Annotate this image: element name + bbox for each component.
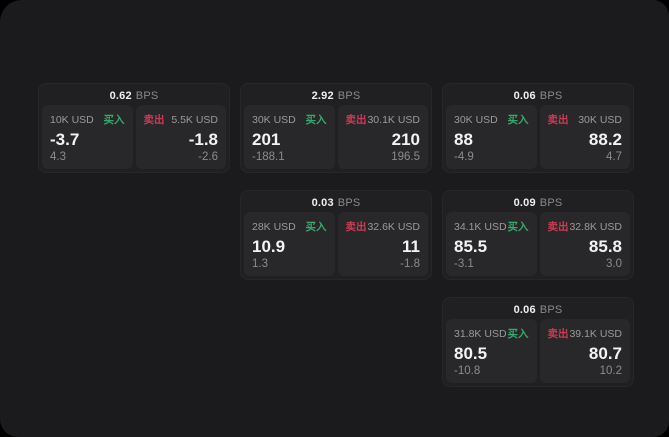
buy-delta: -3.1 (454, 258, 474, 270)
buy-delta: -4.9 (454, 151, 474, 163)
buy-delta: 4.3 (50, 151, 66, 163)
buy-side-label: 买入 (305, 221, 327, 233)
buy-amount: 30K USD (454, 113, 498, 126)
quote-sides: 30K USD 买入 88 -4.9 卖出 30K USD 88.2 4.7 (446, 105, 630, 169)
card-header: 2.92 BPS (244, 87, 428, 105)
sell-panel[interactable]: 卖出 5.5K USD -1.8 -2.6 (135, 105, 226, 169)
buy-side-label: 买入 (507, 328, 529, 340)
bps-value: 0.62 (109, 90, 132, 102)
quote-card[interactable]: 0.09 BPS 34.1K USD 买入 85.5 -3.1 卖出 32.8K… (442, 190, 634, 280)
sell-amount: 32.8K USD (569, 220, 622, 233)
buy-delta: -10.8 (454, 365, 481, 377)
sell-price: 210 (391, 129, 420, 149)
buy-panel[interactable]: 10K USD 买入 -3.7 4.3 (42, 105, 133, 169)
quote-card[interactable]: 0.03 BPS 28K USD 买入 10.9 1.3 卖出 32.6K US… (240, 190, 432, 280)
sell-side-label: 卖出 (345, 221, 367, 233)
quote-sides: 28K USD 买入 10.9 1.3 卖出 32.6K USD 11 -1.8 (244, 212, 428, 276)
sell-side-label: 卖出 (143, 114, 165, 126)
buy-price: 85.5 (454, 236, 488, 256)
sell-delta: -2.6 (198, 151, 218, 163)
card-header: 0.62 BPS (42, 87, 226, 105)
bps-unit-label: BPS (135, 90, 159, 102)
bps-unit-label: BPS (539, 90, 563, 102)
bps-unit-label: BPS (337, 90, 361, 102)
buy-delta: -188.1 (252, 151, 285, 163)
sell-price: 85.8 (588, 236, 622, 256)
buy-panel[interactable]: 31.8K USD 买入 80.5 -10.8 (446, 319, 537, 383)
bps-value: 0.03 (311, 197, 334, 209)
sell-side-label: 卖出 (547, 221, 569, 233)
sell-side-label: 卖出 (345, 114, 367, 126)
buy-price: 80.5 (454, 343, 488, 363)
sell-delta: 196.5 (391, 151, 420, 163)
buy-price: 10.9 (252, 236, 286, 256)
sell-amount: 30K USD (578, 113, 622, 126)
buy-amount: 10K USD (50, 113, 94, 126)
quote-card[interactable]: 0.06 BPS 30K USD 买入 88 -4.9 卖出 30K USD (442, 83, 634, 173)
quote-cards-grid: 0.62 BPS 10K USD 买入 -3.7 4.3 卖出 5.5K USD (38, 83, 634, 387)
sell-amount: 5.5K USD (171, 113, 218, 126)
sell-panel[interactable]: 卖出 32.6K USD 11 -1.8 (337, 212, 428, 276)
buy-panel[interactable]: 30K USD 买入 88 -4.9 (446, 105, 537, 169)
card-header: 0.06 BPS (446, 87, 630, 105)
sell-delta: 3.0 (606, 258, 622, 270)
quote-card[interactable]: 2.92 BPS 30K USD 买入 201 -188.1 卖出 30.1K … (240, 83, 432, 173)
quote-sides: 34.1K USD 买入 85.5 -3.1 卖出 32.8K USD 85.8… (446, 212, 630, 276)
quote-sides: 10K USD 买入 -3.7 4.3 卖出 5.5K USD -1.8 -2.… (42, 105, 226, 169)
sell-price: -1.8 (188, 129, 218, 149)
buy-delta: 1.3 (252, 258, 268, 270)
bps-unit-label: BPS (337, 197, 361, 209)
sell-panel[interactable]: 卖出 30K USD 88.2 4.7 (539, 105, 630, 169)
bps-value: 2.92 (311, 90, 334, 102)
bps-value: 0.06 (513, 90, 536, 102)
buy-price: 88 (454, 129, 473, 149)
buy-panel[interactable]: 30K USD 买入 201 -188.1 (244, 105, 335, 169)
sell-side-label: 卖出 (547, 114, 569, 126)
buy-amount: 28K USD (252, 220, 296, 233)
sell-side-label: 卖出 (547, 328, 569, 340)
card-header: 0.09 BPS (446, 194, 630, 212)
buy-side-label: 买入 (305, 114, 327, 126)
sell-amount: 39.1K USD (569, 327, 622, 340)
buy-side-label: 买入 (507, 221, 529, 233)
sell-delta: 4.7 (606, 151, 622, 163)
quote-sides: 31.8K USD 买入 80.5 -10.8 卖出 39.1K USD 80.… (446, 319, 630, 383)
buy-side-label: 买入 (507, 114, 529, 126)
buy-amount: 31.8K USD (454, 327, 507, 340)
sell-amount: 32.6K USD (367, 220, 420, 233)
buy-panel[interactable]: 34.1K USD 买入 85.5 -3.1 (446, 212, 537, 276)
buy-amount: 34.1K USD (454, 220, 507, 233)
quote-card[interactable]: 0.62 BPS 10K USD 买入 -3.7 4.3 卖出 5.5K USD (38, 83, 230, 173)
quote-sides: 30K USD 买入 201 -188.1 卖出 30.1K USD 210 1… (244, 105, 428, 169)
sell-price: 88.2 (588, 129, 622, 149)
sell-price: 11 (402, 236, 420, 256)
buy-side-label: 买入 (103, 114, 125, 126)
bps-value: 0.06 (513, 304, 536, 316)
sell-delta: -1.8 (400, 258, 420, 270)
sell-amount: 30.1K USD (367, 113, 420, 126)
buy-price: 201 (252, 129, 281, 149)
bps-unit-label: BPS (539, 304, 563, 316)
buy-panel[interactable]: 28K USD 买入 10.9 1.3 (244, 212, 335, 276)
card-header: 0.03 BPS (244, 194, 428, 212)
bps-value: 0.09 (513, 197, 536, 209)
buy-amount: 30K USD (252, 113, 296, 126)
bps-unit-label: BPS (539, 197, 563, 209)
sell-price: 80.7 (588, 343, 622, 363)
buy-price: -3.7 (50, 129, 80, 149)
sell-delta: 10.2 (599, 365, 622, 377)
quote-card[interactable]: 0.06 BPS 31.8K USD 买入 80.5 -10.8 卖出 39.1… (442, 297, 634, 387)
sell-panel[interactable]: 卖出 30.1K USD 210 196.5 (337, 105, 428, 169)
card-header: 0.06 BPS (446, 301, 630, 319)
sell-panel[interactable]: 卖出 39.1K USD 80.7 10.2 (539, 319, 630, 383)
sell-panel[interactable]: 卖出 32.8K USD 85.8 3.0 (539, 212, 630, 276)
